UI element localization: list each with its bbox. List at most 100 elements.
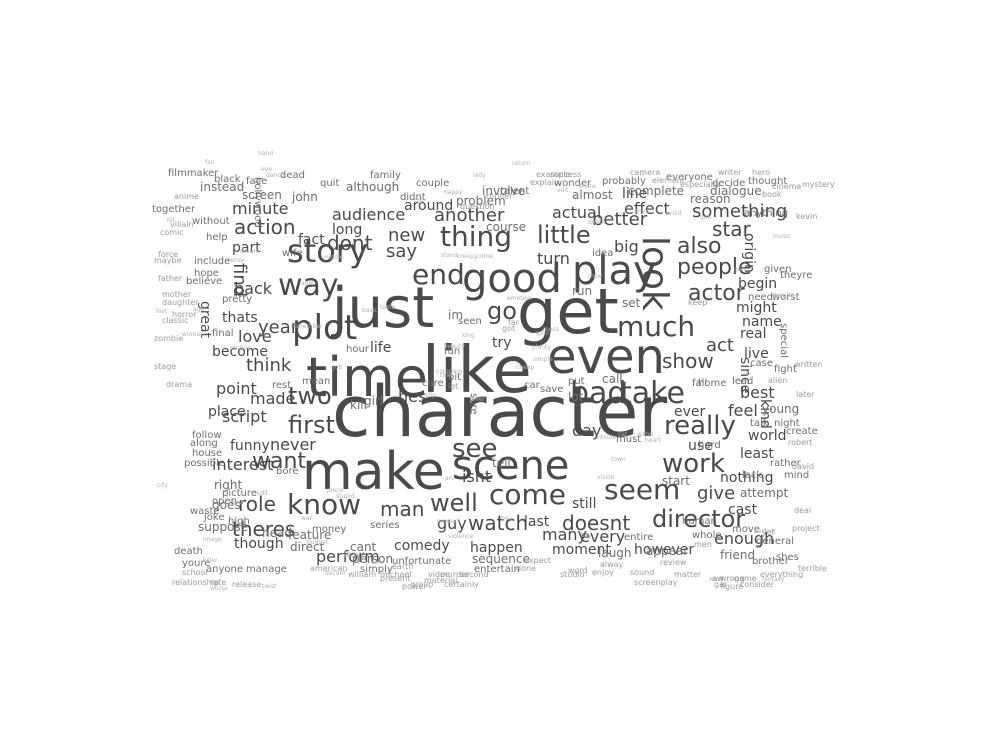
word-simply: simply	[360, 564, 393, 575]
word-unfortunate: unfortunate	[392, 556, 452, 567]
word-problem: problem	[456, 194, 506, 208]
word-filler: title	[440, 372, 452, 379]
word-must: must	[616, 434, 642, 445]
word-even: even	[547, 329, 665, 385]
word-leave: leave	[344, 550, 366, 559]
word-figure: figure	[720, 582, 744, 591]
word-filler: spoil	[535, 330, 549, 337]
word-feel: feel	[728, 401, 758, 420]
word-screenplay: screenplay	[634, 578, 678, 587]
word-actual: actual	[552, 203, 602, 222]
word-dead: dead	[280, 170, 305, 181]
word-filler: hit	[167, 217, 175, 224]
word-group: group	[410, 580, 434, 589]
word-john: john	[292, 190, 318, 204]
word-something: something	[692, 201, 788, 222]
word-least: least	[740, 446, 774, 462]
word-filler: van	[371, 559, 383, 566]
word-interest: interest	[212, 455, 274, 474]
word-goes: goes	[212, 498, 241, 512]
word-although: although	[346, 180, 400, 194]
word-go: go	[487, 297, 517, 325]
word-first: first	[288, 411, 335, 439]
word-might: might	[736, 300, 777, 316]
word-sound: sound	[630, 568, 655, 577]
word-element: element	[652, 176, 685, 185]
word-place: place	[208, 404, 246, 420]
word-hes: hes	[398, 387, 427, 406]
word-filler: remember	[291, 323, 323, 330]
word-filler: death	[588, 219, 606, 226]
word-filler: water	[637, 431, 655, 438]
word-look: look	[634, 236, 675, 311]
word-almost: almost	[572, 188, 613, 202]
word-filmmaker: filmmaker	[168, 168, 219, 179]
word-plot: plot	[292, 308, 358, 348]
word-watch: watch	[468, 511, 529, 535]
word-filler: level	[470, 396, 485, 403]
word-manage: manage	[246, 564, 287, 575]
word-perform: perform	[316, 547, 380, 566]
word-ever: ever	[674, 404, 706, 420]
word-filler: music	[773, 233, 791, 240]
word-filler: stand	[441, 252, 458, 259]
word-follow: follow	[192, 430, 222, 441]
word-day: day	[572, 421, 602, 440]
word-review: review	[660, 558, 687, 567]
word-kill: kill	[350, 398, 367, 412]
word-filler: simple	[533, 356, 553, 363]
word-like: like	[422, 334, 532, 408]
word-decide: decide	[712, 178, 746, 189]
word-reason: reason	[690, 192, 731, 206]
word-begin: begin	[738, 276, 778, 292]
word-filler: violence	[448, 533, 474, 540]
word-drama: drama	[166, 380, 192, 389]
word-filler: dance	[266, 172, 285, 179]
word-isnt: isnt	[462, 467, 492, 486]
word-see: see	[452, 434, 498, 464]
word-believe: believe	[186, 276, 223, 287]
word-filler: stupid	[336, 493, 355, 500]
word-end: end	[412, 258, 465, 291]
word-filler: sense	[227, 257, 245, 264]
word-filler: city	[157, 482, 168, 489]
word-put: put	[568, 376, 585, 387]
word-hard: hard	[698, 440, 721, 451]
word-start: start	[662, 474, 690, 488]
word-enough: enough	[714, 529, 775, 548]
word-filler: basic	[362, 307, 378, 314]
word-every: every	[580, 527, 626, 546]
word-course: course	[486, 220, 527, 234]
word-alien: alien	[768, 376, 788, 385]
word-general: general	[756, 536, 795, 547]
word-father: father	[158, 274, 183, 283]
word-cinema: cinema	[772, 182, 802, 191]
word-filler: credit	[251, 490, 269, 497]
word-michael: michael	[380, 570, 412, 579]
word-fact: fact	[298, 232, 325, 248]
word-filler: budget	[307, 539, 329, 546]
word-well: well	[430, 489, 478, 517]
word-thriller: thriller	[486, 192, 513, 201]
word-filler: war	[301, 515, 313, 522]
word-theyre: theyre	[780, 270, 813, 281]
word-project: project	[792, 524, 820, 533]
word-game: game	[734, 574, 757, 583]
word-special: special	[778, 323, 789, 358]
word-get: get	[517, 275, 619, 348]
word-person: person	[352, 552, 394, 566]
word-little: little	[537, 221, 591, 249]
word-filler: art	[445, 475, 454, 482]
word-care: care	[422, 378, 444, 389]
word-story: story	[287, 232, 368, 270]
word-picture: picture	[222, 488, 257, 499]
word-horror: horror	[172, 310, 197, 319]
word-save: save	[540, 384, 564, 395]
word-bit: bit	[448, 372, 462, 383]
word-got: got	[502, 324, 516, 333]
word-house: house	[192, 448, 223, 459]
word-happen: happen	[470, 540, 523, 556]
word-filler: twist	[262, 583, 277, 590]
word-material: material	[424, 576, 458, 585]
word-live: live	[744, 346, 769, 362]
